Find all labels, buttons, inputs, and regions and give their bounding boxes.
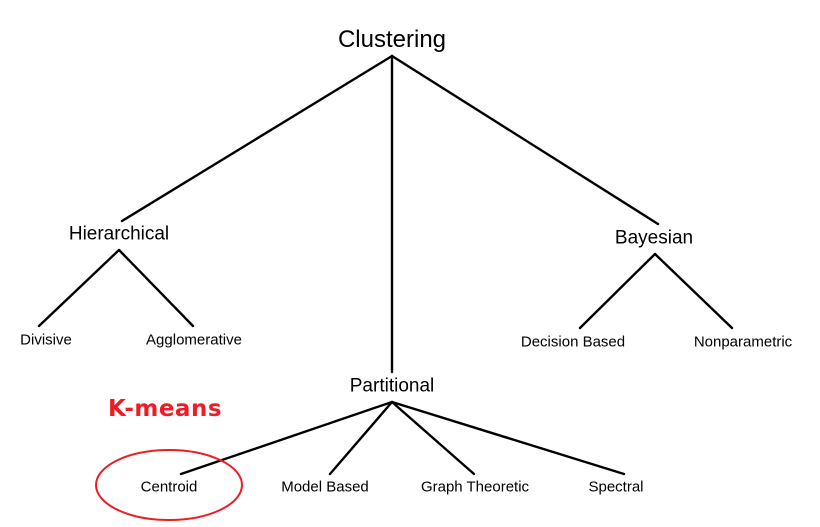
annotation-kmeans-label: K-means xyxy=(108,396,223,422)
edge-partitional-spectral xyxy=(390,400,626,476)
node-partitional: Partitional xyxy=(349,375,435,397)
edge-partitional-centroid xyxy=(179,400,394,476)
node-agglomerative: Agglomerative xyxy=(146,331,242,349)
edge-bayesian-decision-based xyxy=(578,252,657,330)
node-nonparametric: Nonparametric xyxy=(693,333,793,351)
centroid-highlight-ellipse xyxy=(95,449,243,521)
node-graph-theoretic: Graph Theoretic xyxy=(420,478,530,496)
edge-hierarchical-divisive xyxy=(37,248,121,328)
edge-clustering-hierarchical xyxy=(120,54,394,223)
node-hierarchical: Hierarchical xyxy=(68,223,170,245)
edge-hierarchical-agglomerative xyxy=(117,248,195,328)
node-decision-based: Decision Based xyxy=(520,333,626,351)
node-divisive: Divisive xyxy=(20,331,72,349)
edge-bayesian-nonparametric xyxy=(653,252,734,330)
edge-clustering-bayesian xyxy=(390,54,660,226)
node-bayesian: Bayesian xyxy=(614,227,694,249)
node-clustering: Clustering xyxy=(337,26,447,53)
edge-partitional-graph-theoretic xyxy=(390,400,476,476)
node-spectral: Spectral xyxy=(588,478,644,496)
node-centroid: Centroid xyxy=(140,478,198,496)
node-model-based: Model Based xyxy=(281,478,369,496)
edge-partitional-model-based xyxy=(328,400,394,476)
